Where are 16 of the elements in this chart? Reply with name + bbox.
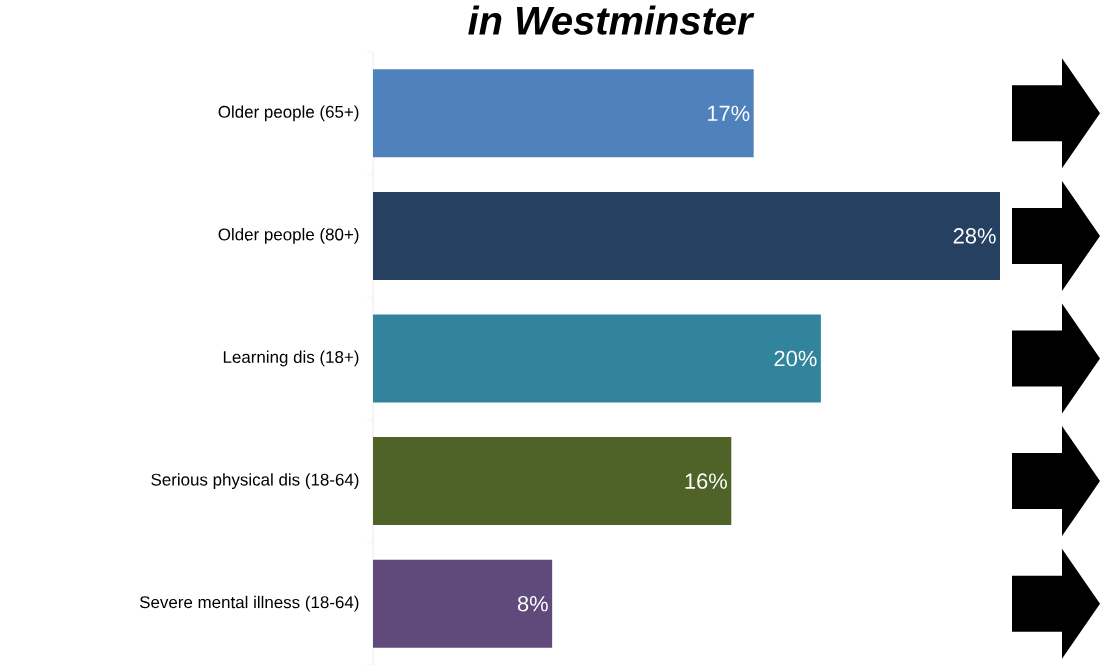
bar xyxy=(373,69,754,158)
data-label: 20% xyxy=(774,350,817,367)
y-tick-label: Older people (65+) xyxy=(218,105,359,122)
chart-title: in Westminster xyxy=(468,5,755,35)
y-tick-label: Learning dis (18+) xyxy=(223,350,359,367)
y-tick-label: Severe mental illness (18-64) xyxy=(139,595,359,612)
data-label: 28% xyxy=(953,228,996,244)
bar xyxy=(373,314,821,403)
y-tick-label: Older people (80+) xyxy=(218,228,359,244)
bar xyxy=(373,437,732,526)
data-label: 8% xyxy=(517,595,548,612)
bar xyxy=(373,559,553,648)
y-tick-label: Serious physical dis (18-64) xyxy=(151,473,359,489)
bar xyxy=(373,191,1001,280)
data-label: 17% xyxy=(707,105,750,121)
data-label: 16% xyxy=(685,473,727,489)
